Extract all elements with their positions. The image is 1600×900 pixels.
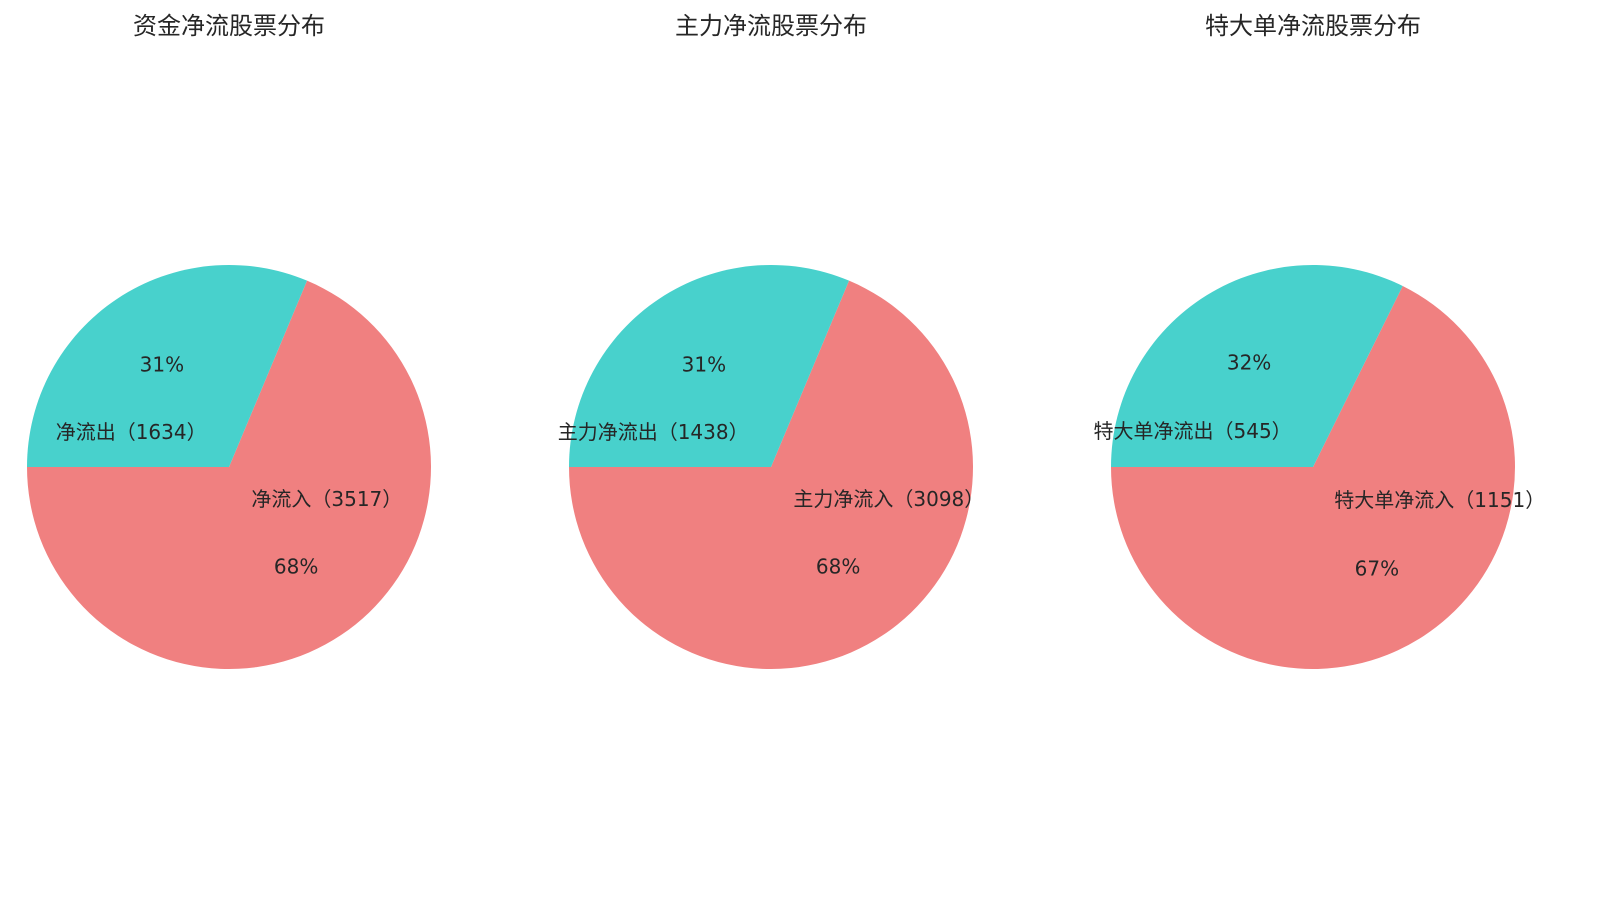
percent-label: 67%: [1355, 556, 1399, 580]
percent-label: 68%: [274, 554, 318, 578]
slice-label: 主力净流入（3098）: [793, 487, 984, 511]
pie-slice: [1111, 286, 1516, 669]
percent-label: 32%: [1227, 351, 1271, 375]
pie-slice: [569, 265, 850, 467]
slice-label: 净流出（1634）: [56, 420, 207, 444]
chart-title: 主力净流股票分布: [675, 12, 867, 40]
chart-title: 资金净流股票分布: [133, 12, 325, 40]
slice-label: 特大单净流出（545）: [1094, 419, 1292, 443]
pie-slice: [27, 265, 308, 467]
percent-label: 31%: [682, 353, 726, 377]
percent-label: 68%: [816, 554, 860, 578]
pie-slice: [27, 280, 432, 669]
pie-slice: [569, 280, 973, 670]
slice-label: 主力净流出（1438）: [558, 420, 749, 444]
slice-label: 特大单净流入（1151）: [1334, 488, 1545, 512]
slice-label: 净流入（3517）: [251, 487, 402, 511]
percent-label: 31%: [140, 353, 184, 377]
chart-title: 特大单净流股票分布: [1205, 12, 1421, 40]
pie-slice: [1111, 264, 1403, 467]
